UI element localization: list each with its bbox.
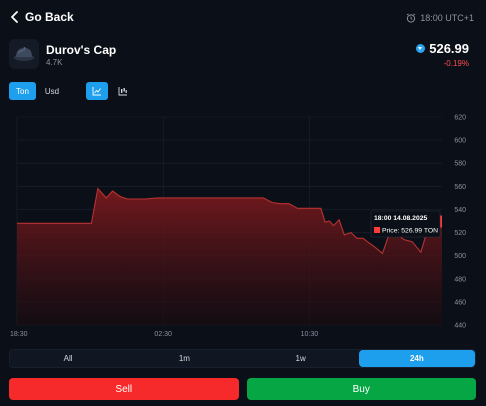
- tooltip-price: Price: 526.99 TON: [382, 228, 438, 235]
- chevron-left-icon: [11, 11, 18, 23]
- price-area: [17, 188, 442, 325]
- currency-usd-button[interactable]: Usd: [44, 86, 60, 96]
- tab-1w[interactable]: 1w: [295, 354, 306, 363]
- trade-actions: Sell Buy: [9, 378, 476, 400]
- go-back-label: Go Back: [25, 10, 74, 24]
- price-tooltip: 18:00 14.08.2025 Price: 526.99 TON: [370, 210, 441, 238]
- price-block: 526.99 -0.19%: [416, 41, 469, 68]
- currency-ton-button[interactable]: Ton: [9, 82, 36, 100]
- chart-controls: Ton Usd: [9, 82, 134, 100]
- candlestick-chart-button[interactable]: [112, 82, 134, 100]
- tooltip-date: 18:00 14.08.2025: [374, 215, 428, 222]
- x-tick-label: 02:30: [154, 331, 172, 338]
- price-change: -0.19%: [443, 59, 469, 68]
- y-tick-label: 460: [454, 299, 466, 306]
- ton-coin-icon: [416, 44, 426, 53]
- price-value: 526.99: [429, 41, 469, 56]
- y-tick-label: 500: [454, 253, 466, 260]
- tooltip-swatch: [374, 227, 380, 233]
- y-tick-label: 540: [454, 207, 466, 214]
- asset-name: Durov's Cap: [46, 43, 117, 57]
- y-tick-label: 560: [454, 184, 466, 191]
- asset-count: 4.7K: [46, 58, 63, 67]
- candlestick-chart-icon: [118, 87, 128, 96]
- buy-button[interactable]: Buy: [246, 378, 476, 400]
- alarm-clock-icon: [406, 13, 416, 23]
- x-tick-label: 10:30: [301, 331, 319, 338]
- x-tick-label: 18:30: [10, 331, 28, 338]
- cap-icon: [9, 39, 39, 69]
- y-tick-label: 480: [454, 276, 466, 283]
- price-chart-svg: 620 600 580 560 540 520 500 480 460 440 18:30 02:3…: [10, 115, 466, 339]
- tab-24h[interactable]: 24h: [358, 350, 475, 367]
- y-tick-label: 580: [454, 161, 466, 168]
- line-chart-icon: [92, 87, 102, 96]
- range-tabs: All 1m 1w 24h: [9, 349, 476, 368]
- timezone-indicator: 18:00 UTC+1: [406, 13, 474, 23]
- go-back-button[interactable]: Go Back: [10, 10, 74, 24]
- tab-all[interactable]: All: [63, 354, 73, 363]
- timezone-label: 18:00 UTC+1: [420, 13, 474, 23]
- asset-summary: Durov's Cap 4.7K 526.99 -0.19%: [9, 39, 479, 71]
- header: Go Back 18:00 UTC+1: [0, 0, 486, 38]
- y-tick-label: 520: [454, 230, 466, 237]
- line-chart-button[interactable]: [86, 82, 109, 100]
- tab-1m[interactable]: 1m: [178, 354, 190, 363]
- sell-button[interactable]: Sell: [9, 378, 239, 400]
- price-chart[interactable]: 620 600 580 560 540 520 500 480 460 440 18:30 02:3…: [0, 106, 486, 342]
- y-tick-label: 440: [454, 323, 466, 330]
- y-tick-label: 600: [454, 138, 466, 145]
- currency-toggle: Ton Usd: [9, 82, 66, 100]
- y-tick-label: 620: [454, 115, 466, 122]
- current-price: 526.99: [416, 41, 469, 56]
- chart-type-toggle: [86, 82, 134, 100]
